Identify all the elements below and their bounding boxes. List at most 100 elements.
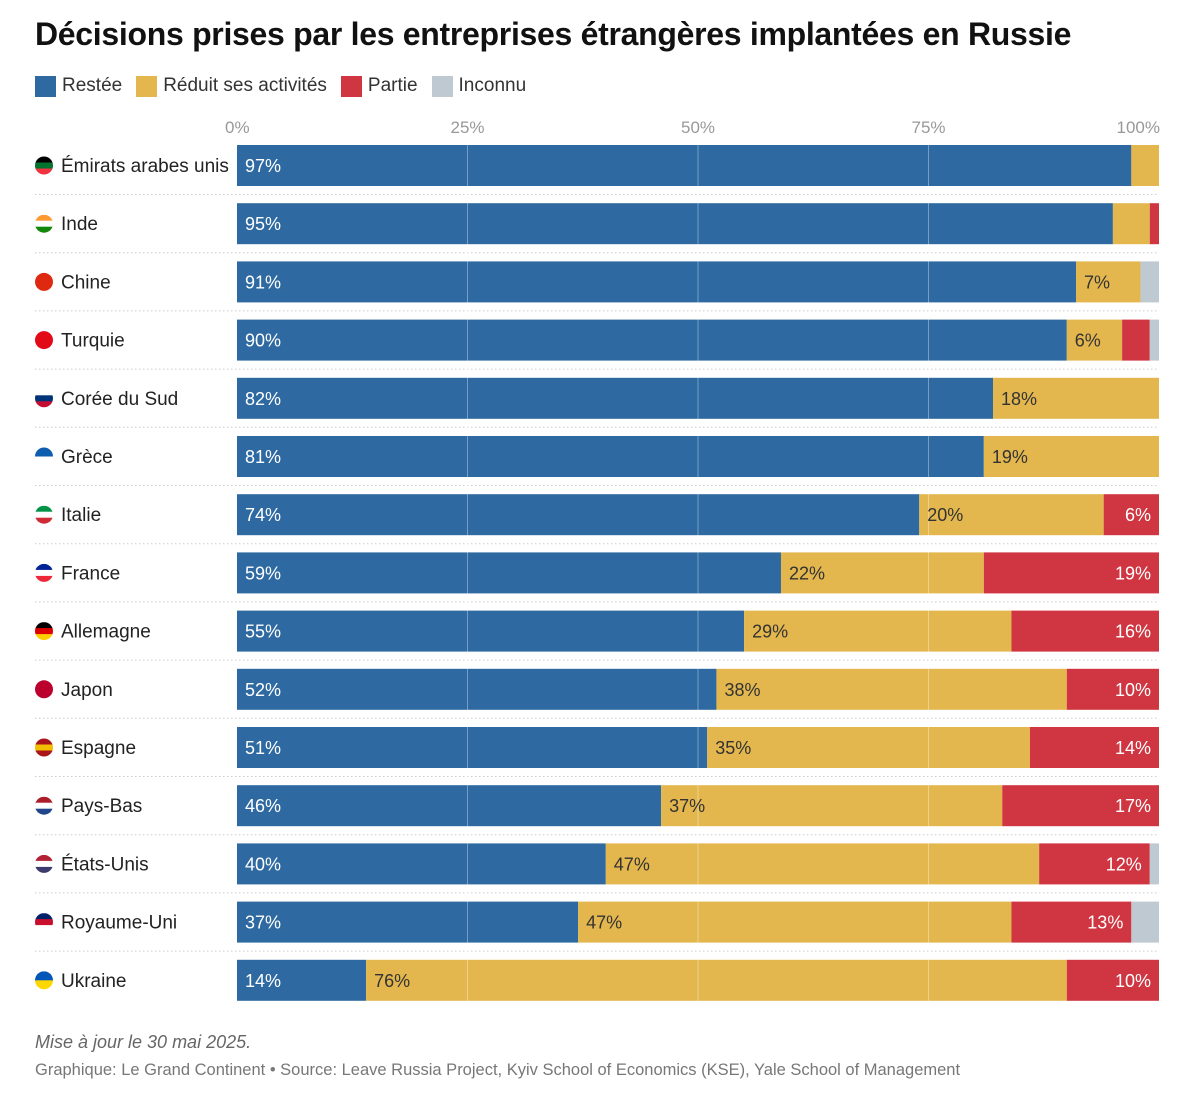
bar-segment [237, 552, 781, 594]
data-label: 12% [1106, 854, 1142, 874]
bar-segment [237, 203, 1113, 245]
update-note: Mise à jour le 30 mai 2025. [35, 1032, 252, 1052]
data-label: 29% [752, 622, 788, 642]
bar-segment [1131, 145, 1159, 186]
category-label: Royaume-Uni [61, 913, 177, 934]
bar-segment [1112, 203, 1150, 245]
category-label: Chine [61, 272, 111, 293]
data-label: 18% [1001, 389, 1037, 409]
bar-segment [1149, 319, 1159, 361]
bar-segment [1149, 203, 1159, 245]
category-label: Corée du Sud [61, 389, 178, 410]
legend-label: Réduit ses activités [163, 75, 327, 96]
category-label: États-Unis [61, 854, 149, 875]
data-label: 19% [1115, 563, 1151, 583]
data-label: 95% [245, 214, 281, 234]
bar-segment [1149, 843, 1159, 885]
bar-segment [983, 552, 1159, 594]
bar-segment [237, 436, 984, 477]
data-label: 46% [245, 796, 281, 816]
bar-segment [578, 901, 1012, 943]
bar-segment [1103, 494, 1159, 536]
data-label: 20% [927, 505, 963, 525]
bar-segment [1131, 901, 1159, 943]
flag-icon [35, 854, 53, 873]
bar-segment [237, 261, 1077, 303]
flag-icon [35, 389, 53, 408]
category-label: Turquie [61, 331, 125, 352]
bar-segment [1066, 668, 1159, 710]
x-tick-label: 100% [1117, 118, 1160, 137]
bar-segment [1140, 261, 1159, 303]
data-label: 59% [245, 563, 281, 583]
flag-icon [35, 563, 53, 582]
bar-segment [993, 377, 1159, 419]
data-label: 38% [724, 680, 760, 700]
data-label: 14% [1115, 738, 1151, 758]
bar-segment [237, 668, 717, 710]
bar-segment [237, 959, 367, 1001]
data-label: 52% [245, 680, 281, 700]
legend-label: Inconnu [458, 75, 527, 96]
data-label: 76% [374, 971, 410, 991]
bar-segment [1011, 610, 1159, 652]
x-tick-label: 25% [450, 118, 484, 137]
bar-segment [1122, 319, 1150, 361]
category-label: Ukraine [61, 971, 126, 992]
category-label: Inde [61, 214, 98, 235]
legend-label: Restée [62, 75, 123, 96]
bar-segment [1029, 727, 1159, 768]
data-label: 47% [586, 913, 622, 933]
data-label: 90% [245, 331, 281, 351]
bar-segment [919, 494, 1104, 536]
flag-icon [35, 505, 53, 524]
flag-icon [35, 622, 53, 641]
data-label: 16% [1115, 622, 1151, 642]
category-label: Grèce [61, 447, 113, 468]
bar-segment [661, 785, 1003, 827]
bar-segment [237, 727, 708, 768]
data-label: 10% [1115, 680, 1151, 700]
data-label: 13% [1087, 913, 1123, 933]
bar-segment [237, 901, 579, 943]
legend-item-inconnu: Inconnu [431, 75, 527, 97]
bar-segment [1039, 843, 1150, 885]
bar-segment [237, 145, 1132, 186]
legend-swatch [431, 75, 453, 97]
x-tick-label: 0% [225, 118, 250, 137]
legend-item-restee: Restée [35, 75, 122, 97]
data-label: 91% [245, 272, 281, 292]
bar-segment [1076, 261, 1141, 303]
data-label: 17% [1115, 796, 1151, 816]
category-label: Japon [61, 680, 113, 701]
category-label: Pays-Bas [61, 796, 142, 817]
bar-segment [237, 319, 1067, 361]
bar-segment [1002, 785, 1159, 827]
bar-segment [1066, 959, 1159, 1001]
flag-icon [35, 796, 53, 815]
source-note: Graphique: Le Grand Continent • Source: … [35, 1061, 961, 1079]
data-label: 97% [245, 156, 281, 176]
legend-item-reduit: Réduit ses activités [136, 75, 327, 97]
data-label: 81% [245, 447, 281, 467]
data-label: 47% [614, 854, 650, 874]
bar-segment [237, 610, 745, 652]
data-label: 35% [715, 738, 751, 758]
data-label: 6% [1125, 505, 1151, 525]
bar-segment [237, 785, 662, 827]
flag-icon [35, 738, 53, 757]
flag-icon [35, 331, 53, 350]
legend-swatch [340, 75, 362, 97]
flag-icon [35, 214, 53, 233]
data-label: 40% [245, 854, 281, 874]
flag-icon [35, 447, 53, 466]
data-label: 82% [245, 389, 281, 409]
legend-item-partie: Partie [340, 75, 418, 97]
data-label: 51% [245, 738, 281, 758]
bar-segment [707, 727, 1030, 768]
flag-icon [35, 913, 53, 932]
bar-segment [237, 843, 606, 885]
data-label: 22% [789, 563, 825, 583]
data-label: 74% [245, 505, 281, 525]
